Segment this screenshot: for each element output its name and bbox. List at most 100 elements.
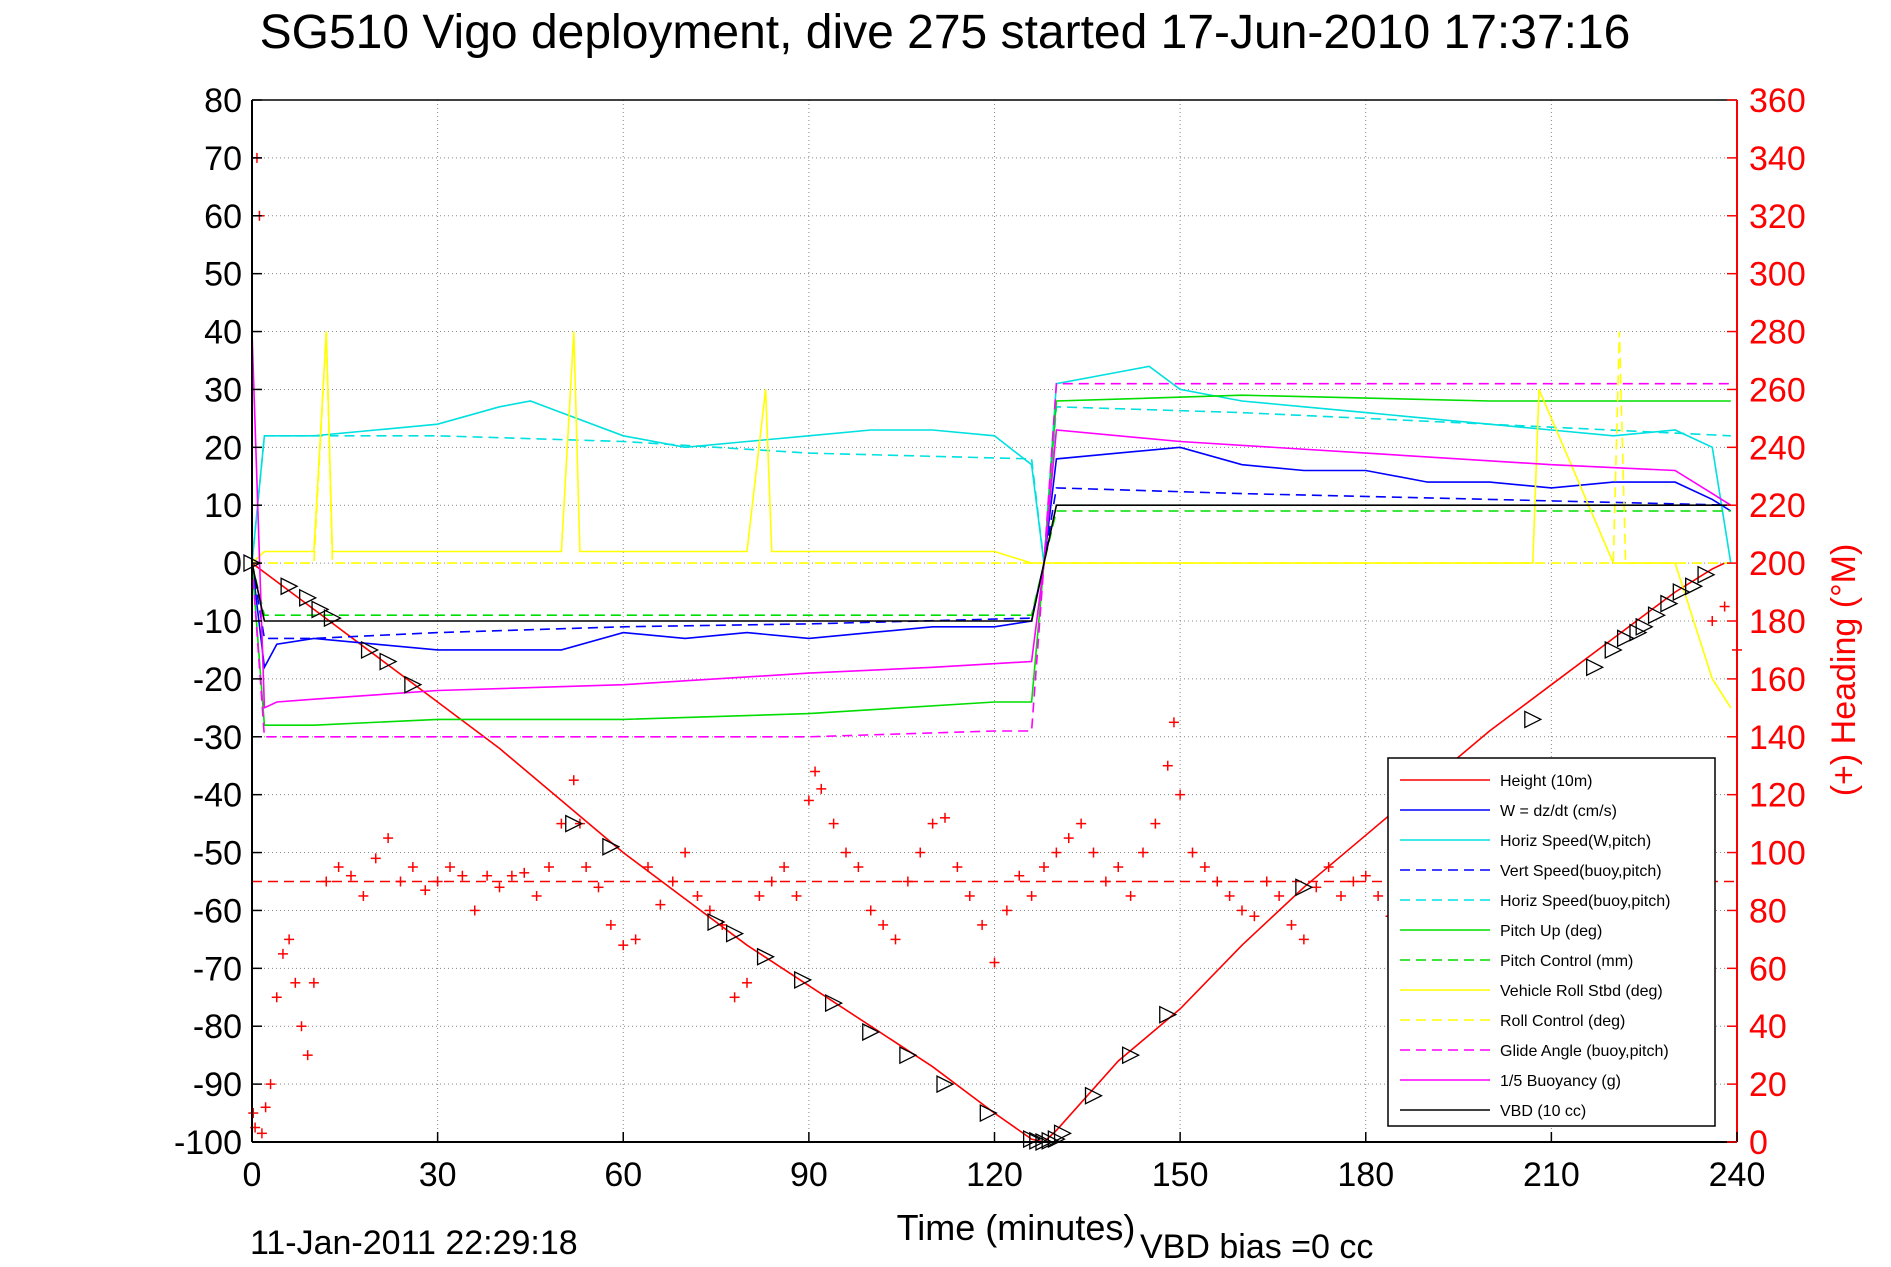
depth-marker: [1586, 658, 1605, 677]
heading-point: [940, 812, 950, 823]
depth-marker: [824, 994, 844, 1013]
heading-point: [1175, 789, 1186, 800]
legend-label-2: Horiz Speed(W,pitch): [1500, 833, 1651, 850]
legend-label-7: Vehicle Roll Stbd (deg): [1500, 983, 1663, 1000]
series-line-3: [251, 487, 1731, 640]
y-right-tick-label: 100: [1749, 835, 1806, 873]
depth-marker: [1685, 577, 1704, 596]
y-right-tick-label: 140: [1749, 719, 1806, 757]
heading-point: [977, 919, 988, 930]
series-line-6: [251, 510, 1731, 617]
series-line-7: [251, 331, 1732, 709]
depth-marker: [1041, 1131, 1060, 1150]
depth-marker: [565, 814, 584, 833]
heading-point: [643, 862, 653, 873]
y-tick-label: -60: [193, 892, 242, 930]
heading-point: [544, 862, 554, 873]
y-right-tick-label: 260: [1749, 371, 1806, 409]
series-line-10: [251, 331, 1732, 710]
depth-marker: [725, 924, 745, 943]
heading-point: [574, 818, 585, 829]
heading-point: [704, 905, 715, 916]
legend: Height (10m) W = dz/dt (cm/s) Horiz Speed(…: [1387, 757, 1716, 1127]
y-right-tick-label: 240: [1749, 429, 1806, 467]
heading-point: [618, 940, 629, 951]
heading-point: [469, 905, 480, 916]
heading-point: [828, 818, 839, 829]
heading-point: [810, 766, 821, 777]
depth-marker: [979, 1104, 998, 1123]
depth-marker: [794, 970, 813, 989]
y-tick-label: -100: [174, 1124, 242, 1162]
heading-point: [519, 867, 530, 878]
legend-label-11: VBD (10 cc): [1500, 1103, 1586, 1120]
depth-marker: [1084, 1086, 1103, 1105]
heading-point: [655, 899, 666, 910]
x-tick-label: 150: [1152, 1156, 1209, 1194]
depth-marker: [1159, 1005, 1178, 1024]
heading-point: [816, 783, 827, 794]
heading-point: [766, 876, 777, 887]
heading-point: [742, 977, 752, 988]
y-right-tick-label: 280: [1749, 314, 1806, 352]
y-tick-label: 70: [204, 140, 242, 178]
heading-point: [407, 862, 418, 873]
heading-point: [308, 977, 319, 988]
depth-marker: [1047, 1130, 1066, 1149]
depth-marker: [1697, 565, 1716, 584]
series-line-11: [251, 504, 1731, 622]
depth-marker: [311, 600, 330, 619]
depth-marker: [360, 640, 380, 659]
y-right-tick-label: 80: [1749, 892, 1787, 930]
heading-point: [1323, 862, 1334, 873]
heading-point: [333, 862, 344, 873]
heading-point: [395, 876, 406, 887]
heading-point: [1026, 890, 1037, 901]
y-right-tick-label: 360: [1749, 82, 1806, 120]
heading-point: [284, 934, 295, 945]
heading-point: [1014, 870, 1025, 881]
depth-marker: [936, 1075, 955, 1094]
heading-point: [1237, 905, 1247, 916]
heading-point: [593, 882, 604, 893]
y-right-tick-label: 60: [1749, 950, 1787, 988]
legend-label-0: Height (10m): [1500, 773, 1592, 790]
heading-point: [890, 934, 901, 945]
heading-point: [680, 847, 691, 858]
heading-point: [1162, 760, 1173, 771]
heading-point: [964, 890, 975, 901]
heading-point: [927, 818, 938, 829]
heading-point: [803, 795, 814, 806]
heading-point: [1373, 890, 1384, 901]
x-tick-label: 60: [604, 1156, 642, 1194]
heading-point: [445, 862, 455, 873]
heading-point: [370, 853, 381, 864]
heading-point: [1051, 847, 1062, 858]
heading-point: [531, 890, 542, 901]
depth-marker: [756, 947, 776, 966]
y-right-tick-label: 320: [1749, 198, 1806, 236]
x-axis-label: Time (minutes): [897, 1207, 1136, 1248]
heading-point: [1063, 833, 1074, 844]
depth-marker: [602, 837, 621, 856]
heading-point: [1261, 876, 1272, 887]
heading-point: [1125, 890, 1136, 901]
series-line-1: [251, 446, 1732, 670]
heading-point: [1212, 876, 1223, 887]
heading-point: [321, 876, 332, 887]
heading-point: [494, 882, 505, 893]
heading-point: [1286, 919, 1297, 930]
series-line-9: [251, 382, 1731, 738]
depth-marker: [1647, 606, 1667, 625]
heading-point: [256, 1128, 267, 1139]
heading-point: [667, 876, 678, 887]
chart-title: SG510 Vigo deployment, dive 275 started …: [260, 6, 1631, 59]
y-tick-label: 50: [204, 256, 242, 294]
heading-point: [1088, 847, 1099, 858]
heading-point: [1274, 890, 1285, 901]
y-right-tick-label: 120: [1749, 777, 1806, 815]
y-tick-label: 60: [204, 198, 242, 236]
series-line-8: [252, 331, 1731, 564]
heading-point: [290, 977, 301, 988]
